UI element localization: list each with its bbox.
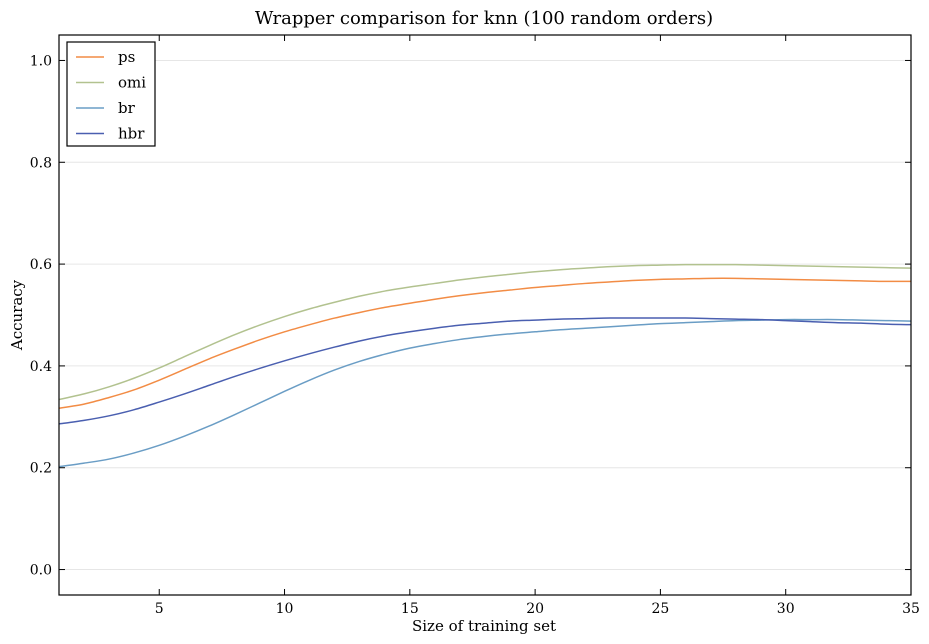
y-tick-label: 0.4: [30, 359, 52, 375]
x-axis-label: Size of training set: [412, 617, 556, 635]
grid-layer: [59, 59, 911, 571]
y-tick-label: 0.0: [30, 563, 52, 579]
y-tick-label: 0.8: [30, 155, 52, 171]
x-tick-label: 5: [155, 601, 164, 617]
x-tick-label: 35: [902, 601, 920, 617]
y-tick-label: 0.2: [30, 461, 52, 477]
legend: ps omi br hbr: [66, 41, 156, 147]
series-line-ps: [58, 277, 912, 409]
x-tick-label: 30: [777, 601, 795, 617]
x-tick-label: 25: [651, 601, 669, 617]
series-line-hbr: [58, 317, 912, 425]
legend-label-br: br: [118, 99, 136, 117]
y-axis-label: Accuracy: [8, 279, 26, 351]
legend-label-ps: ps: [118, 48, 135, 66]
plot-area-frame: [58, 34, 912, 596]
x-tick-label: 15: [401, 601, 419, 617]
series-line-omi: [58, 263, 912, 401]
y-tick-label: 1.0: [30, 53, 52, 69]
y-tick-label: 0.6: [30, 257, 52, 273]
tick-layer: 0.0 0.2 0.4 0.6 0.8 1.0 5 10 15 20 25 30 35: [30, 35, 920, 617]
x-tick-label: 20: [526, 601, 544, 617]
series-layer: [58, 263, 912, 468]
chart-title: Wrapper comparison for knn (100 random o…: [255, 8, 713, 29]
legend-label-hbr: hbr: [118, 125, 145, 143]
legend-label-omi: omi: [118, 74, 146, 92]
x-tick-label: 10: [276, 601, 294, 617]
legend-box: [66, 41, 156, 147]
